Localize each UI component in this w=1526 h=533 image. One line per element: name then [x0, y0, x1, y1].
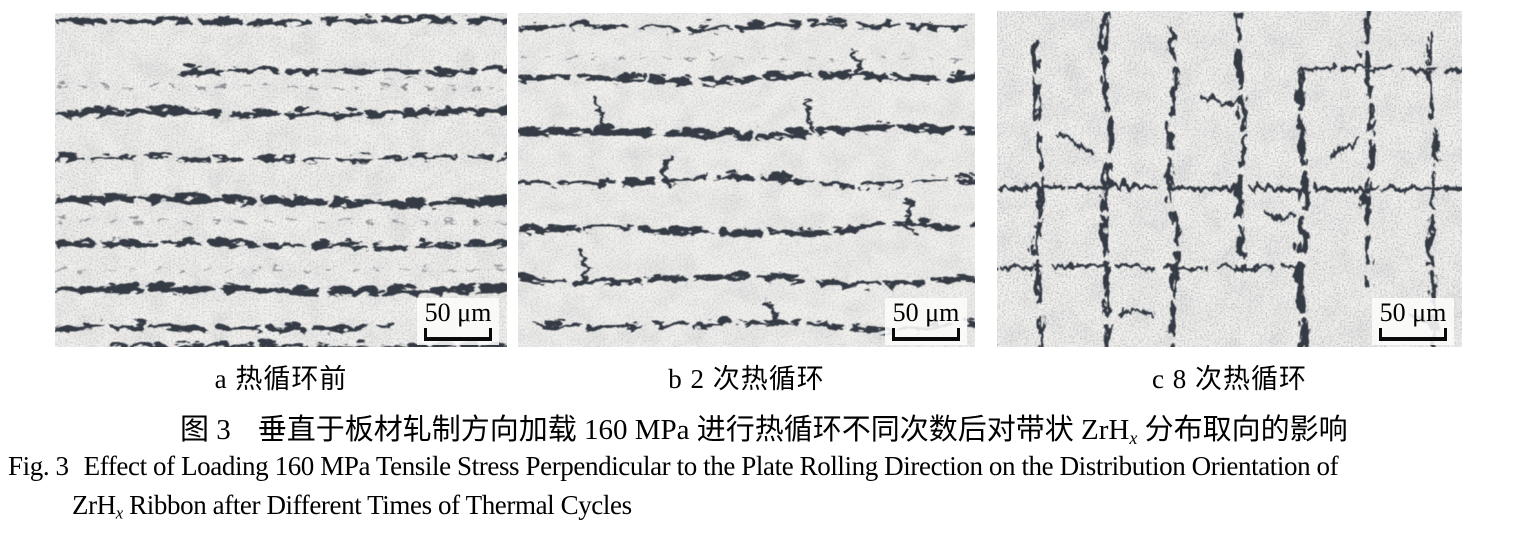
figure-number-cn: 图 3 [180, 414, 231, 446]
caption-text-en-pre: ZrH [72, 490, 116, 520]
subscript-x: x [115, 503, 123, 523]
micrograph-panel-a: 50 μm [55, 13, 507, 347]
caption-text-en: Effect of Loading 160 MPa Tensile Stress… [83, 451, 1339, 481]
panel-caption-a: a 热循环前 [214, 364, 348, 394]
caption-text-en-rest: Ribbon after Different Times of Thermal … [122, 490, 632, 520]
figure-caption-english-line2: ZrHx Ribbon after Different Times of The… [72, 490, 632, 524]
micrograph-image-a [55, 13, 507, 347]
scale-label: 50 μm [424, 297, 492, 327]
micrograph-image-c [997, 11, 1462, 347]
scale-bar-icon [1379, 328, 1447, 341]
micrograph-image-b [518, 13, 975, 347]
scale-label: 50 μm [892, 297, 960, 327]
micrograph-panel-c: 50 μm [997, 11, 1462, 347]
scale-indicator-c: 50 μm [1372, 297, 1454, 345]
scale-label: 50 μm [1379, 297, 1447, 327]
figure-caption-english-line1: Fig. 3 Effect of Loading 160 MPa Tensile … [8, 451, 1339, 482]
scale-indicator-a: 50 μm [417, 297, 499, 345]
caption-text-cn-tail: 分布取向的影响 [1137, 414, 1348, 446]
figure-caption-chinese: 图 3 垂直于板材轧制方向加载 160 MPa 进行热循环不同次数后对带状 ZrH… [180, 406, 1348, 449]
scale-bar-icon [424, 328, 492, 341]
scale-bar-icon [892, 328, 960, 341]
subscript-x: x [1129, 428, 1138, 449]
figure-number-en: Fig. 3 [8, 451, 69, 481]
scale-indicator-b: 50 μm [885, 297, 967, 345]
caption-text-cn: 垂直于板材轧制方向加载 160 MPa 进行热循环不同次数后对带状 ZrH [257, 414, 1130, 446]
panel-caption-b: b 2 次热循环 [668, 364, 825, 394]
panel-caption-c: c 8 次热循环 [1152, 364, 1307, 394]
micrograph-panel-b: 50 μm [518, 13, 975, 347]
